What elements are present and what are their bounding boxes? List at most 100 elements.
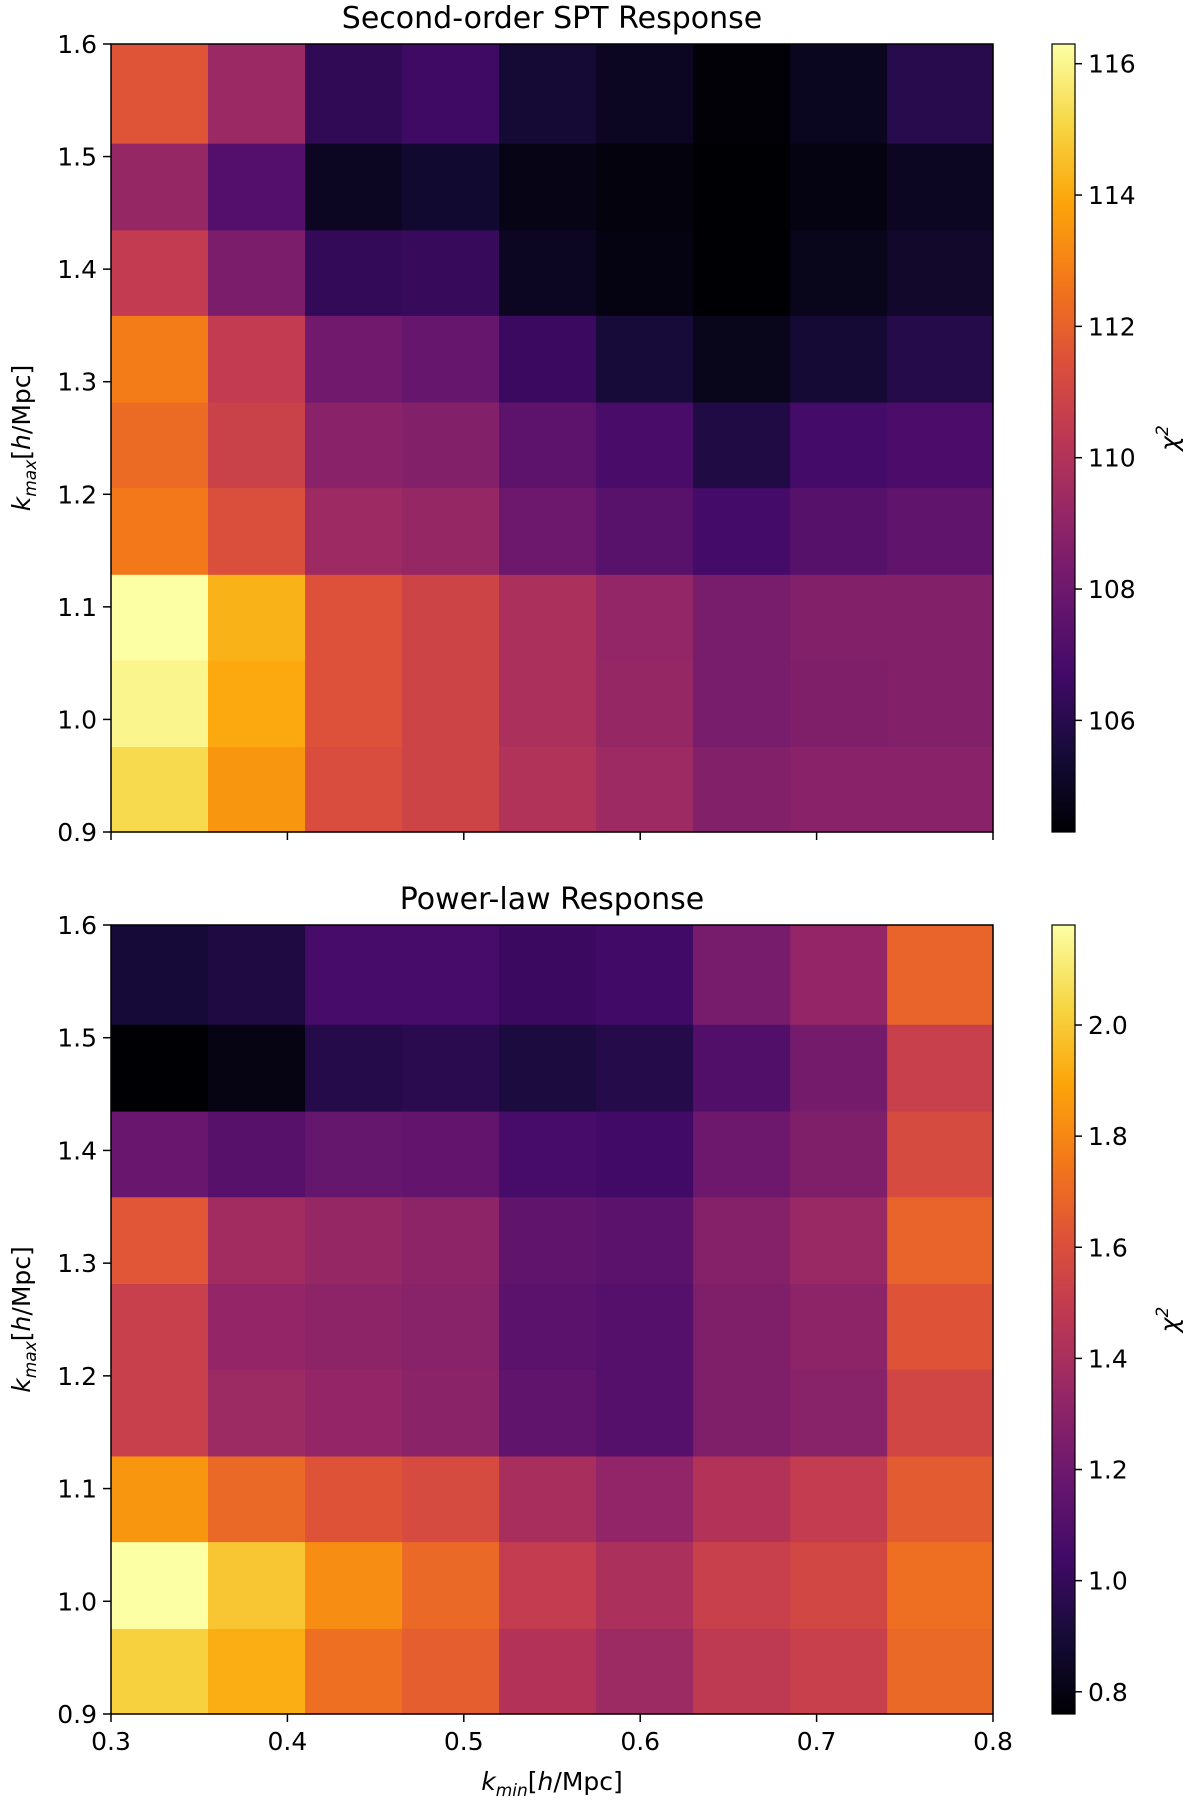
y-tick-label: 0.9 — [57, 1700, 97, 1729]
heatmap-cell — [790, 1110, 888, 1198]
heatmap-cell — [499, 229, 597, 316]
heatmap-cell — [596, 1455, 694, 1543]
colorbar-tick-label: 114 — [1088, 181, 1136, 210]
heatmap-cell — [402, 143, 500, 231]
heatmap-cell — [693, 143, 791, 231]
heatmap-cell — [887, 1024, 994, 1112]
heatmap-cell — [499, 315, 597, 403]
heatmap-cell — [887, 229, 994, 316]
heatmap-cell — [305, 1024, 403, 1112]
y-tick-label: 1.0 — [57, 705, 97, 734]
heatmap-cell — [111, 143, 209, 231]
heatmap-cell — [790, 1283, 888, 1370]
heatmap-cell — [596, 315, 694, 403]
heatmap-cell — [887, 44, 994, 144]
heatmap-cell — [402, 229, 500, 316]
heatmap-cell — [208, 315, 306, 403]
heatmap-cell — [596, 229, 694, 316]
heatmap-cell — [402, 659, 500, 748]
heatmap-cell — [887, 746, 994, 833]
heatmap-cell — [305, 1541, 403, 1629]
heatmap-cell — [596, 1369, 694, 1457]
colorbar-gradient — [1051, 924, 1076, 1715]
heatmap-cell — [402, 315, 500, 403]
heatmap-cell — [499, 401, 597, 489]
heatmap-cell — [111, 1369, 209, 1457]
heatmap-cell — [208, 143, 306, 231]
y-tick-label: 0.9 — [57, 818, 97, 847]
plot-frame — [110, 43, 994, 833]
heatmap-cell — [693, 487, 791, 575]
heatmap-cell — [499, 1541, 597, 1629]
colorbar-tick-label: 112 — [1088, 312, 1136, 341]
heatmap-cell — [499, 44, 597, 144]
y-tick-label: 1.6 — [57, 911, 97, 940]
heatmap-cell — [693, 659, 791, 748]
heatmap-cell — [499, 746, 597, 833]
heatmap-cell — [111, 659, 209, 748]
x-tick-label: 0.3 — [91, 1727, 131, 1756]
heatmap-cell — [596, 574, 694, 661]
heatmap-cell — [208, 1369, 306, 1457]
heatmap-cell — [305, 1196, 403, 1285]
heatmap-cell — [111, 1541, 209, 1629]
heatmap-cell — [596, 1628, 694, 1715]
y-tick-label: 1.1 — [57, 593, 97, 622]
heatmap-cell — [887, 659, 994, 748]
heatmap-cell — [208, 487, 306, 575]
colorbar-tick-label: 106 — [1088, 706, 1136, 735]
heatmap-cell — [305, 315, 403, 403]
heatmap-cell — [790, 487, 888, 575]
heatmap-cell — [693, 1541, 791, 1629]
heatmap-cell — [499, 487, 597, 575]
heatmap-cell — [887, 1110, 994, 1198]
heatmap-cell — [790, 229, 888, 316]
colorbar-tick-label: 2.0 — [1088, 1011, 1128, 1040]
heatmap-cell — [790, 1369, 888, 1457]
heatmap-cell — [111, 487, 209, 575]
heatmap-cell — [790, 1024, 888, 1112]
y-axis-label: kmax[h/Mpc] — [7, 1246, 41, 1393]
colorbar-tick-label: 110 — [1088, 444, 1136, 473]
y-tick-label: 1.3 — [57, 1249, 97, 1278]
heatmap-cell — [693, 1196, 791, 1285]
heatmap-cell — [693, 1455, 791, 1543]
heatmap-cell — [111, 746, 209, 833]
heatmap-panel-1: Second-order SPT Response 0.9 1.0 1.1 1.2 1.3… — [7, 1, 1184, 847]
heatmap-cell — [402, 1283, 500, 1370]
heatmap-cell — [208, 1196, 306, 1285]
heatmap-cell — [499, 574, 597, 661]
heatmap-cell — [790, 1455, 888, 1543]
heatmap-cell — [887, 401, 994, 489]
heatmap-cell — [790, 659, 888, 748]
x-tick-label: 0.8 — [973, 1727, 1013, 1756]
heatmap-cell — [305, 229, 403, 316]
heatmap-cell — [402, 487, 500, 575]
y-tick-label: 1.4 — [57, 1136, 97, 1165]
heatmap-cell — [693, 925, 791, 1025]
heatmap-cell — [887, 315, 994, 403]
y-tick-label: 1.4 — [57, 255, 97, 284]
heatmap-cell — [790, 143, 888, 231]
heatmap-cell — [402, 1110, 500, 1198]
colorbar-tick-label: 108 — [1088, 575, 1136, 604]
x-tick-label: 0.4 — [268, 1727, 308, 1756]
heatmap-cell — [402, 1369, 500, 1457]
heatmap-cell — [887, 143, 994, 231]
heatmap-cell — [208, 925, 306, 1025]
heatmap-cell — [499, 659, 597, 748]
heatmap-cell — [402, 1455, 500, 1543]
y-tick-label: 1.2 — [57, 1362, 97, 1391]
heatmap-cell — [596, 44, 694, 144]
heatmap-cell — [790, 315, 888, 403]
heatmap-cell — [499, 925, 597, 1025]
heatmap-cell — [499, 1196, 597, 1285]
x-tick-label: 0.6 — [620, 1727, 660, 1756]
heatmap-cell — [596, 1110, 694, 1198]
heatmap-cell — [305, 487, 403, 575]
heatmap-cell — [693, 1110, 791, 1198]
heatmap-cell — [499, 1024, 597, 1112]
heatmap-cell — [111, 315, 209, 403]
heatmap-cell — [693, 1369, 791, 1457]
